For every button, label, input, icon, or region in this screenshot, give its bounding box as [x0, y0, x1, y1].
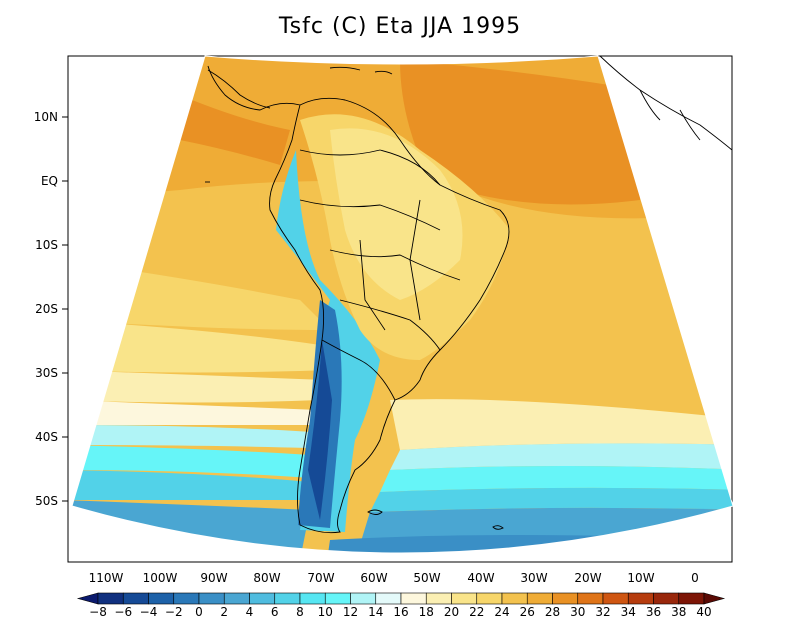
- colorbar-swatch: [97, 592, 124, 605]
- colorbar-swatch: [122, 592, 149, 605]
- colorbar-label: −4: [140, 605, 158, 618]
- colorbar-swatch: [476, 592, 503, 605]
- colorbar-swatch: [526, 592, 553, 605]
- colorbar-label: 12: [343, 605, 358, 618]
- x-tick-label: 110W: [89, 571, 124, 585]
- x-tick-label: 40W: [467, 571, 494, 585]
- colorbar-label: 40: [696, 605, 711, 618]
- colorbar-label: −6: [114, 605, 132, 618]
- x-tick-label: 60W: [360, 571, 387, 585]
- colorbar-swatch: [501, 592, 528, 605]
- colorbar-swatch: [678, 592, 705, 605]
- colorbar-swatch: [148, 592, 175, 605]
- colorbar-label: 18: [419, 605, 434, 618]
- colorbar: −8 −6 −4 −2 0 2 4 6 8 10 12 14 16 18 20 22 24 26 28 30 32 34 3…: [76, 592, 726, 618]
- colorbar-swatch: [400, 592, 427, 605]
- colorbar-swatch: [299, 592, 326, 605]
- y-tick-label: 10S: [35, 238, 58, 252]
- x-tick-label: 50W: [413, 571, 440, 585]
- colorbar-swatch: [653, 592, 680, 605]
- colorbar-label: 4: [246, 605, 254, 618]
- x-tick-label: 100W: [143, 571, 178, 585]
- colorbar-label: −2: [165, 605, 183, 618]
- colorbar-swatch: [577, 592, 604, 605]
- colorbar-label: 2: [220, 605, 228, 618]
- colorbar-label: 22: [469, 605, 484, 618]
- colorbar-high-triangle: [703, 592, 726, 605]
- colorbar-label: 36: [646, 605, 661, 618]
- y-tick-label: EQ: [41, 174, 58, 188]
- colorbar-swatch: [602, 592, 629, 605]
- colorbar-label: 30: [570, 605, 585, 618]
- colorbar-label: 16: [393, 605, 408, 618]
- x-tick-label: 30W: [520, 571, 547, 585]
- colorbar-label: 8: [296, 605, 304, 618]
- colorbar-label: 10: [318, 605, 333, 618]
- colorbar-label: 14: [368, 605, 383, 618]
- y-tick-label: 20S: [35, 302, 58, 316]
- colorbar-label: 26: [520, 605, 535, 618]
- colorbar-swatch: [324, 592, 351, 605]
- colorbar-label: 38: [671, 605, 686, 618]
- colorbar-label: 0: [195, 605, 203, 618]
- y-tick-label: 50S: [35, 494, 58, 508]
- y-tick-label: 30S: [35, 366, 58, 380]
- colorbar-swatch: [249, 592, 276, 605]
- colorbar-swatch: [451, 592, 478, 605]
- colorbar-swatch: [627, 592, 654, 605]
- colorbar-low-triangle: [76, 592, 99, 605]
- colorbar-label: 28: [545, 605, 560, 618]
- colorbar-label: 32: [595, 605, 610, 618]
- temperature-field: [72, 56, 733, 553]
- x-tick-label: 10W: [627, 571, 654, 585]
- x-tick-label: 20W: [574, 571, 601, 585]
- colorbar-label: 24: [494, 605, 509, 618]
- y-tick-label: 10N: [34, 110, 58, 124]
- colorbar-swatch: [552, 592, 579, 605]
- x-axis: 110W 100W 90W 80W 70W 60W 50W 40W 30W 20…: [89, 571, 699, 585]
- colorbar-label: −8: [89, 605, 107, 618]
- map-title: Tsfc (C) Eta JJA 1995: [278, 14, 522, 39]
- colorbar-swatch: [223, 592, 250, 605]
- colorbar-label: 34: [621, 605, 636, 618]
- colorbar-swatch: [173, 592, 200, 605]
- colorbar-swatch: [274, 592, 301, 605]
- colorbar-swatch: [375, 592, 402, 605]
- domain-outline: [71, 55, 734, 554]
- colorbar-swatch: [198, 592, 225, 605]
- y-tick-label: 40S: [35, 430, 58, 444]
- x-tick-label: 70W: [307, 571, 334, 585]
- x-tick-label: 0: [691, 571, 699, 585]
- colorbar-swatch: [350, 592, 377, 605]
- x-tick-label: 90W: [200, 571, 227, 585]
- coastlines: [205, 55, 733, 534]
- x-tick-label: 80W: [253, 571, 280, 585]
- colorbar-label: 20: [444, 605, 459, 618]
- colorbar-swatch: [425, 592, 452, 605]
- y-axis: 10N EQ 10S 20S 30S 40S 50S: [34, 110, 68, 508]
- colorbar-label: 6: [271, 605, 279, 618]
